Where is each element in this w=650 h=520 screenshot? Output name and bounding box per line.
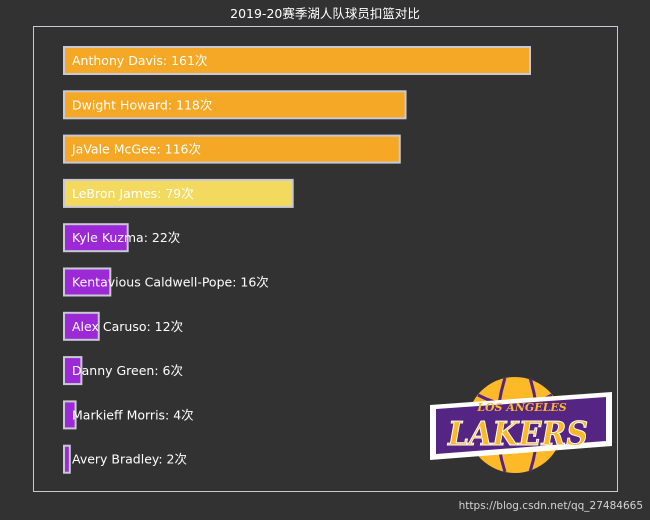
bar-data-label: Danny Green: 6次 xyxy=(72,363,183,378)
lakers-logo: LOS ANGELES LAKERS xyxy=(430,377,612,473)
chart-title: 2019-20赛季湖人队球员扣篮对比 xyxy=(230,6,420,21)
bar-javale-mcgee xyxy=(63,134,401,164)
bar-data-label: Markieff Morris: 4次 xyxy=(72,407,194,422)
bar-kentavious-caldwell-pope xyxy=(63,267,112,297)
bars-layer: Anthony Davis: 161次 Dwight Howard: 118次 Ja… xyxy=(63,46,531,474)
bar-danny-green xyxy=(63,356,83,386)
bar-lebron-james xyxy=(63,178,294,208)
bar-dwight-howard xyxy=(63,90,407,120)
bar-data-label: Anthony Davis: 161次 xyxy=(72,53,207,68)
bar-data-label: Kentavious Caldwell-Pope: 16次 xyxy=(72,275,269,290)
logo-team-text: LAKERS xyxy=(447,414,588,453)
bar-anthony-davis xyxy=(63,46,531,75)
plot-area-frame xyxy=(33,26,618,492)
bar-data-label: LeBron James: 79次 xyxy=(72,186,194,201)
bar-kyle-kuzma xyxy=(63,223,129,253)
bar-data-label: Alex Caruso: 12次 xyxy=(72,319,183,334)
bar-data-label: Dwight Howard: 118次 xyxy=(72,97,212,112)
logo-city-text: LOS ANGELES xyxy=(476,401,567,414)
bar-markieff-morris xyxy=(63,400,77,430)
watermark-url: https://blog.csdn.net/qq_27484665 xyxy=(458,500,643,512)
bar-avery-bradley xyxy=(63,444,71,474)
bar-data-label: Avery Bradley: 2次 xyxy=(72,452,187,467)
bar-alex-caruso xyxy=(63,311,100,341)
bar-data-label: Kyle Kuzma: 22次 xyxy=(72,230,180,245)
bar-data-label: JaVale McGee: 116次 xyxy=(71,142,201,157)
